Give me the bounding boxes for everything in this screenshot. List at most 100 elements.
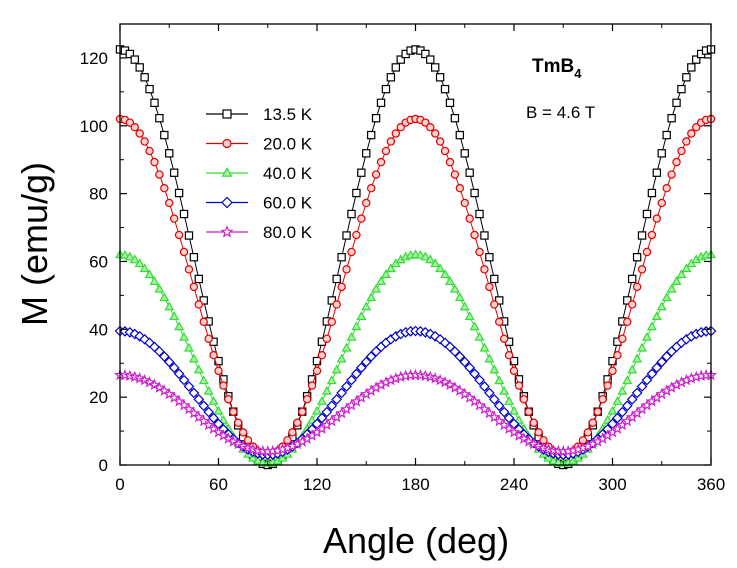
data-point [252,455,263,465]
legend-marker [220,225,234,238]
data-point [652,168,662,177]
data-point [209,351,218,360]
data-point [493,400,505,412]
legend-label: 13.5 K [263,105,313,124]
data-point [425,254,436,264]
x-tick-label: 60 [209,475,228,494]
data-point [362,149,371,158]
data-point [130,55,139,64]
data-point [474,374,485,386]
legend-entry: 13.5 K [206,105,313,124]
data-point [179,247,189,257]
data-point [357,168,366,177]
data-point [145,146,154,156]
data-point [188,387,200,399]
data-point [188,353,199,363]
data-point [464,311,475,321]
data-point [199,317,208,327]
data-point [288,428,297,437]
data-point [672,98,681,108]
data-point [631,387,643,399]
data-point [376,157,386,167]
data-point [421,49,430,59]
data-point [189,253,199,262]
data-point [312,366,322,376]
data-point [657,149,666,158]
data-point [396,55,405,64]
data-point [677,84,686,94]
data-point [455,184,465,193]
data-point [386,137,396,146]
data-point [455,130,465,140]
series-layer [113,45,718,470]
data-point [124,251,135,261]
data-point [138,373,151,386]
data-point [485,282,494,292]
data-point [158,351,170,362]
data-point [336,387,347,399]
data-point [366,184,376,193]
data-point [430,258,441,268]
y-tick-label: 60 [89,252,108,271]
data-point [527,437,540,450]
data-point [342,265,351,274]
data-point [331,394,343,405]
data-point [213,405,224,415]
data-point [646,321,657,331]
data-point [155,170,164,179]
data-point [169,214,179,223]
data-point [454,351,466,362]
data-point [490,274,499,284]
data-point [426,123,435,132]
data-point [316,396,327,405]
data-point [183,342,194,352]
data-point [532,439,545,452]
data-point [682,73,691,82]
data-point [499,334,509,343]
compound-subscript: 4 [574,66,582,81]
data-point [148,378,161,391]
data-point [179,331,190,341]
data-point [351,368,362,380]
data-point [676,269,687,279]
data-point [194,274,203,284]
legend-entry: 40.0 K [206,164,313,183]
data-point [488,394,500,405]
data-point [380,269,391,279]
data-point [119,249,130,259]
data-point [214,366,223,376]
data-point [583,428,593,437]
data-point [435,263,446,273]
data-point [529,418,538,427]
data-point [165,198,174,208]
data-point [347,247,356,257]
data-point [692,55,701,64]
data-point [179,209,189,219]
data-point [183,381,195,392]
data-point [135,129,144,138]
data-point [327,317,336,327]
data-point [229,407,238,416]
data-point [332,300,341,309]
data-point [445,98,455,108]
data-point [608,366,617,376]
data-point [621,400,633,412]
data-point [459,356,471,368]
data-point [543,452,554,462]
data-point [218,414,229,424]
data-point [224,395,233,404]
data-point [509,356,519,366]
data-point [420,251,431,261]
data-point [150,157,159,167]
data-point [169,311,180,321]
data-point [227,435,240,447]
compound-label: TmB4 [532,56,582,81]
data-point [672,157,681,167]
data-point [469,321,480,331]
legend-marker [222,138,232,149]
data-point [608,356,617,366]
data-point [189,282,199,292]
data-point [163,356,175,368]
data-point [431,63,440,72]
data-point [499,385,510,395]
